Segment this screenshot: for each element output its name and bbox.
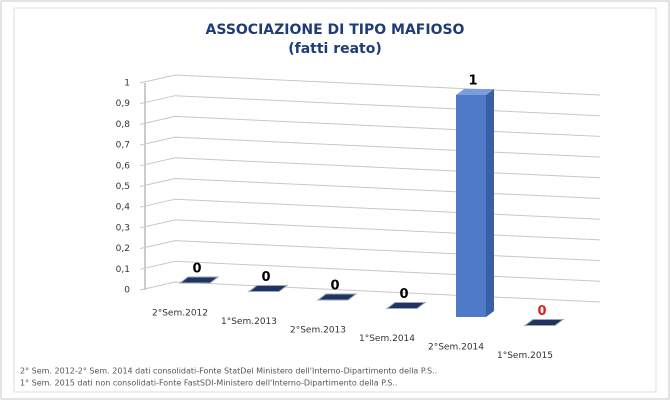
panel: [13, 7, 657, 393]
y-tick-label: 0,3: [116, 223, 130, 233]
bar-side: [486, 89, 494, 317]
y-tick-label: 0,5: [116, 182, 130, 192]
x-tick-label: 1°Sem.2014: [359, 334, 415, 344]
value-label: 0: [330, 279, 339, 294]
footnote: 1° Sem. 2015 dati non consolidati-Fonte …: [20, 379, 397, 388]
value-label: 0: [192, 262, 201, 277]
x-tick-label: 2°Sem.2014: [428, 343, 484, 353]
bar-top: [247, 285, 289, 292]
x-tick-label: 1°Sem.2015: [497, 351, 553, 361]
bar-top: [385, 302, 427, 309]
bar-top: [523, 319, 565, 326]
value-label: 0: [399, 287, 408, 302]
value-label: 0: [261, 270, 270, 285]
footnote: 2° Sem. 2012-2° Sem. 2014 dati consolida…: [20, 367, 437, 376]
y-tick-label: 0,4: [116, 203, 131, 213]
grid-line: [139, 74, 601, 96]
value-label: 1: [468, 74, 477, 89]
y-tick-label: 0,6: [116, 161, 131, 171]
bar-top: [456, 89, 494, 95]
y-tick-label: 0,7: [116, 141, 130, 151]
value-label: 0: [537, 304, 546, 319]
bar: [456, 95, 486, 317]
y-tick-label: 1: [124, 79, 130, 89]
y-tick-label: 0,1: [116, 265, 130, 275]
bar-top: [316, 293, 358, 301]
chart-title: ASSOCIAZIONE DI TIPO MAFIOSO: [206, 22, 465, 38]
bar-top: [178, 276, 220, 284]
x-tick-label: 2°Sem.2013: [290, 326, 346, 336]
y-tick-label: 0,8: [116, 120, 131, 130]
chart-subtitle: (fatti reato): [288, 41, 382, 57]
x-tick-label: 1°Sem.2013: [221, 317, 277, 327]
y-tick-label: 0,2: [116, 244, 130, 254]
y-tick-label: 0: [124, 286, 130, 296]
x-tick-label: 2°Sem.2012: [152, 309, 208, 319]
y-tick-label: 0,9: [116, 99, 131, 109]
